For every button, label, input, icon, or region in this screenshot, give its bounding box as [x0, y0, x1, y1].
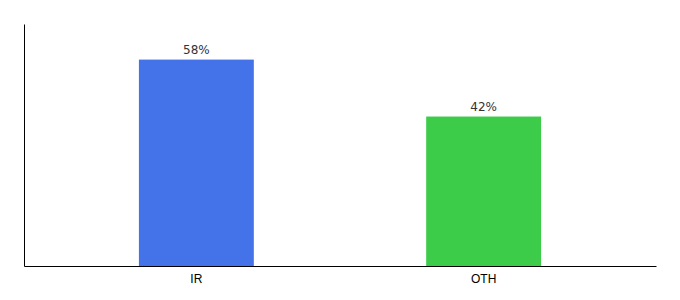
bar	[139, 60, 254, 266]
x-tick-label: IR	[190, 272, 202, 286]
y-axis	[24, 25, 25, 267]
bars	[139, 60, 541, 266]
x-axis: IR OTH	[25, 267, 657, 286]
plot: 58% 42% IR OTH	[25, 25, 657, 286]
data-labels: 58% 42%	[183, 43, 497, 114]
y-axis-line	[24, 25, 25, 267]
bar	[426, 117, 541, 266]
data-label: 42%	[470, 100, 497, 114]
x-tick-label: OTH	[471, 272, 496, 286]
x-tick: IR	[190, 272, 202, 286]
chart: 58% 42% IR OTH	[0, 0, 680, 300]
x-tick: OTH	[471, 272, 496, 286]
data-label: 58%	[183, 43, 210, 57]
x-axis-line	[25, 266, 657, 267]
